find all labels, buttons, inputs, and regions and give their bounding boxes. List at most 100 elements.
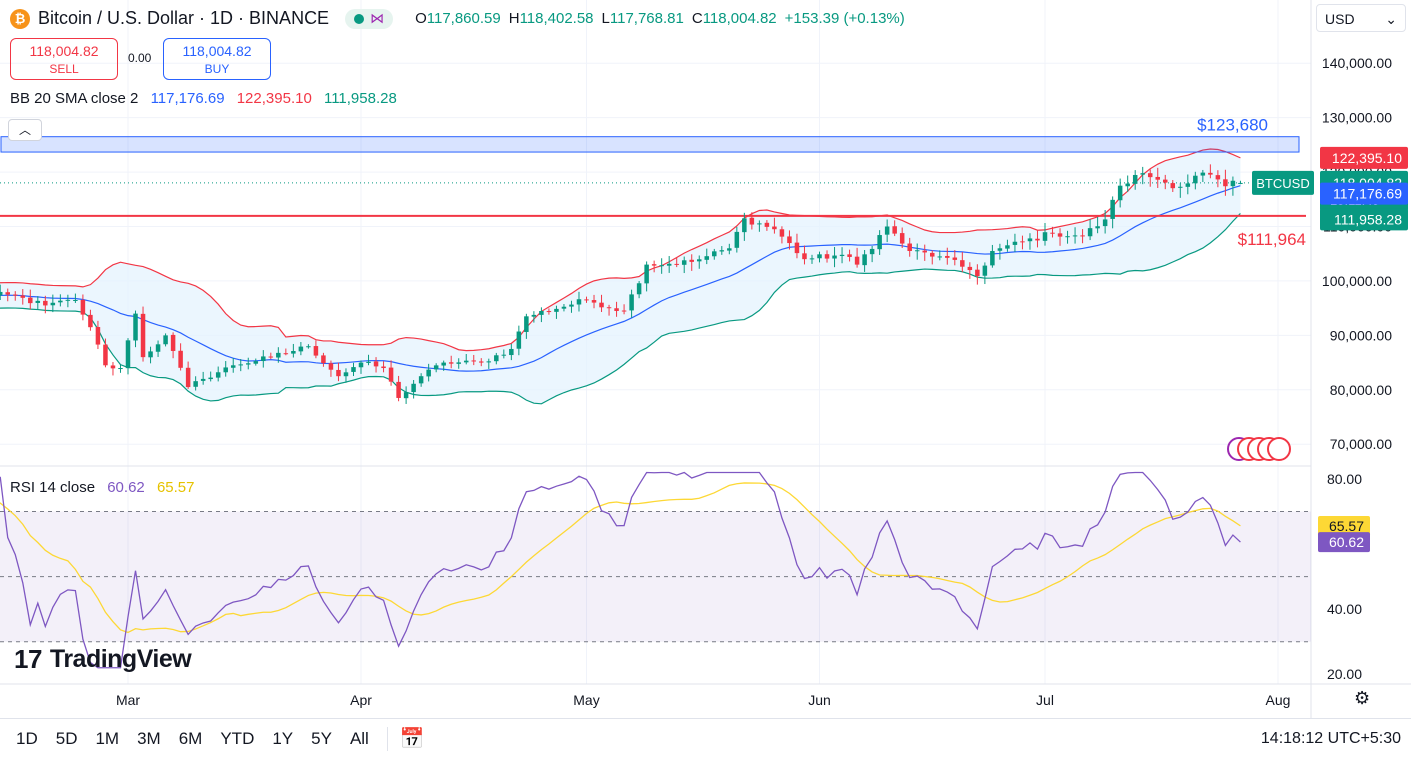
- candle-body: [321, 355, 326, 364]
- candle-body: [764, 222, 770, 227]
- candle-body: [1080, 235, 1085, 237]
- clock-timezone[interactable]: 14:18:12 UTC+5:30: [1260, 729, 1401, 747]
- candle-body: [802, 253, 807, 260]
- candle-body: [441, 362, 446, 366]
- candle-body: [170, 334, 176, 351]
- candle-body: [1027, 238, 1033, 242]
- candle-body: [666, 263, 672, 266]
- lower-band-price-label: 111,958.28: [1320, 208, 1408, 231]
- candle-body: [524, 316, 529, 332]
- range-3m-button[interactable]: 3M: [137, 728, 161, 748]
- tradingview-wordmark: TradingView: [49, 645, 192, 673]
- candle-body: [1042, 232, 1048, 241]
- bottom-toolbar: 1D 5D 1M 3M 6M YTD 1Y 5Y All 📅 14:18:12 …: [0, 718, 1411, 758]
- bb-lower-value: 111,958.28: [323, 90, 397, 107]
- rsi-value-label-bg: [1318, 532, 1370, 553]
- bollinger-legend[interactable]: BB 20 SMA close 2 117,176.69 122,395.10 …: [10, 90, 405, 107]
- candle-body: [1095, 226, 1100, 229]
- candle-body: [448, 362, 454, 364]
- candle-body: [148, 351, 153, 358]
- candle-body: [659, 265, 664, 267]
- sell-button[interactable]: 118,004.82 SELL: [10, 38, 118, 80]
- range-ytd-button[interactable]: YTD: [220, 728, 255, 748]
- gear-icon[interactable]: ⚙: [1354, 688, 1371, 708]
- candle-body: [291, 351, 296, 354]
- rsi-value-label-text: 60.62: [1329, 534, 1364, 550]
- candle-body: [185, 367, 191, 388]
- candle-body: [381, 366, 386, 369]
- candle-body: [922, 250, 927, 253]
- candle-body: [1170, 183, 1176, 189]
- candle-body: [644, 264, 649, 284]
- candle-body: [1230, 180, 1236, 187]
- rsi-legend[interactable]: RSI 14 close 60.62 65.57: [10, 479, 202, 496]
- date-tick-label: Apr: [350, 692, 372, 708]
- date-tick-label: May: [573, 692, 599, 708]
- candle-body: [471, 360, 477, 362]
- market-status-icon: [354, 13, 365, 24]
- range-1d-button[interactable]: 1D: [16, 728, 38, 748]
- candle-body: [839, 254, 845, 257]
- rsi-tick-label: 80.00: [1327, 471, 1362, 487]
- price-tick-label: 90,000.00: [1330, 327, 1392, 343]
- candle-body: [456, 362, 461, 364]
- candle-body: [479, 361, 484, 363]
- candle-body: [178, 350, 183, 368]
- buy-button[interactable]: 118,004.82 BUY: [163, 38, 271, 80]
- range-all-button[interactable]: All: [349, 728, 369, 748]
- candle-body: [516, 331, 522, 349]
- candle-body: [614, 308, 619, 311]
- candle-body: [727, 248, 732, 251]
- open-value: 117,860.59: [426, 10, 501, 27]
- candle-body: [967, 266, 973, 271]
- spread-value: 0.00: [128, 51, 152, 65]
- candle-body: [328, 363, 334, 370]
- candle-body: [1125, 183, 1130, 187]
- candle-body: [261, 356, 266, 362]
- calendar-range-icon[interactable]: 📅: [399, 728, 425, 750]
- candle-body: [884, 226, 890, 235]
- candle-body: [809, 258, 815, 260]
- support-label: $111,964: [1238, 230, 1306, 249]
- candle-body: [1208, 172, 1213, 175]
- change-value: +153.39 (+0.13%): [784, 10, 905, 27]
- symbol-title[interactable]: Bitcoin / U.S. Dollar · 1D · BINANCE: [38, 8, 330, 28]
- candle-body: [757, 223, 762, 225]
- candle-body: [20, 295, 26, 298]
- candle-body: [193, 381, 198, 387]
- share-pill[interactable]: ⋈: [345, 8, 394, 29]
- high-label: H: [508, 10, 520, 27]
- candle-body: [418, 376, 424, 384]
- range-6m-button[interactable]: 6M: [178, 728, 203, 748]
- candle-body: [88, 314, 93, 328]
- range-1m-button[interactable]: 1M: [95, 728, 120, 748]
- candle-body: [742, 218, 747, 233]
- range-1y-button[interactable]: 1Y: [272, 728, 294, 748]
- high-value: 118,402.58: [519, 10, 594, 27]
- candle-body: [1065, 236, 1070, 238]
- event-flag-icon[interactable]: [1267, 437, 1291, 461]
- tradingview-logo[interactable]: 17 TradingView: [14, 644, 192, 675]
- candle-body: [351, 367, 356, 372]
- events-flags[interactable]: [1227, 437, 1291, 461]
- candle-body: [817, 254, 822, 259]
- candle-body: [313, 346, 319, 356]
- candle-body: [877, 235, 882, 250]
- candle-body: [403, 392, 409, 399]
- chart-canvas[interactable]: $123,680$111,964140,000.00130,000.00120,…: [0, 0, 1411, 718]
- collapse-legend-button[interactable]: ︿: [8, 119, 42, 141]
- currency-select[interactable]: USD ⌄: [1316, 4, 1406, 32]
- candle-body: [1185, 183, 1191, 187]
- candle-body: [990, 251, 995, 266]
- candle-body: [704, 256, 710, 260]
- candle-body: [28, 297, 33, 304]
- toolbar-divider: [386, 726, 388, 751]
- rsi-name: RSI 14 close: [10, 479, 96, 496]
- candle-body: [343, 372, 349, 377]
- range-5y-button[interactable]: 5Y: [311, 728, 332, 748]
- range-5d-button[interactable]: 5D: [55, 728, 78, 748]
- candle-body: [914, 250, 920, 252]
- basis-price-label-text: 117,176.69: [1333, 186, 1402, 202]
- sell-price: 118,004.82: [29, 43, 99, 59]
- candle-body: [35, 300, 41, 303]
